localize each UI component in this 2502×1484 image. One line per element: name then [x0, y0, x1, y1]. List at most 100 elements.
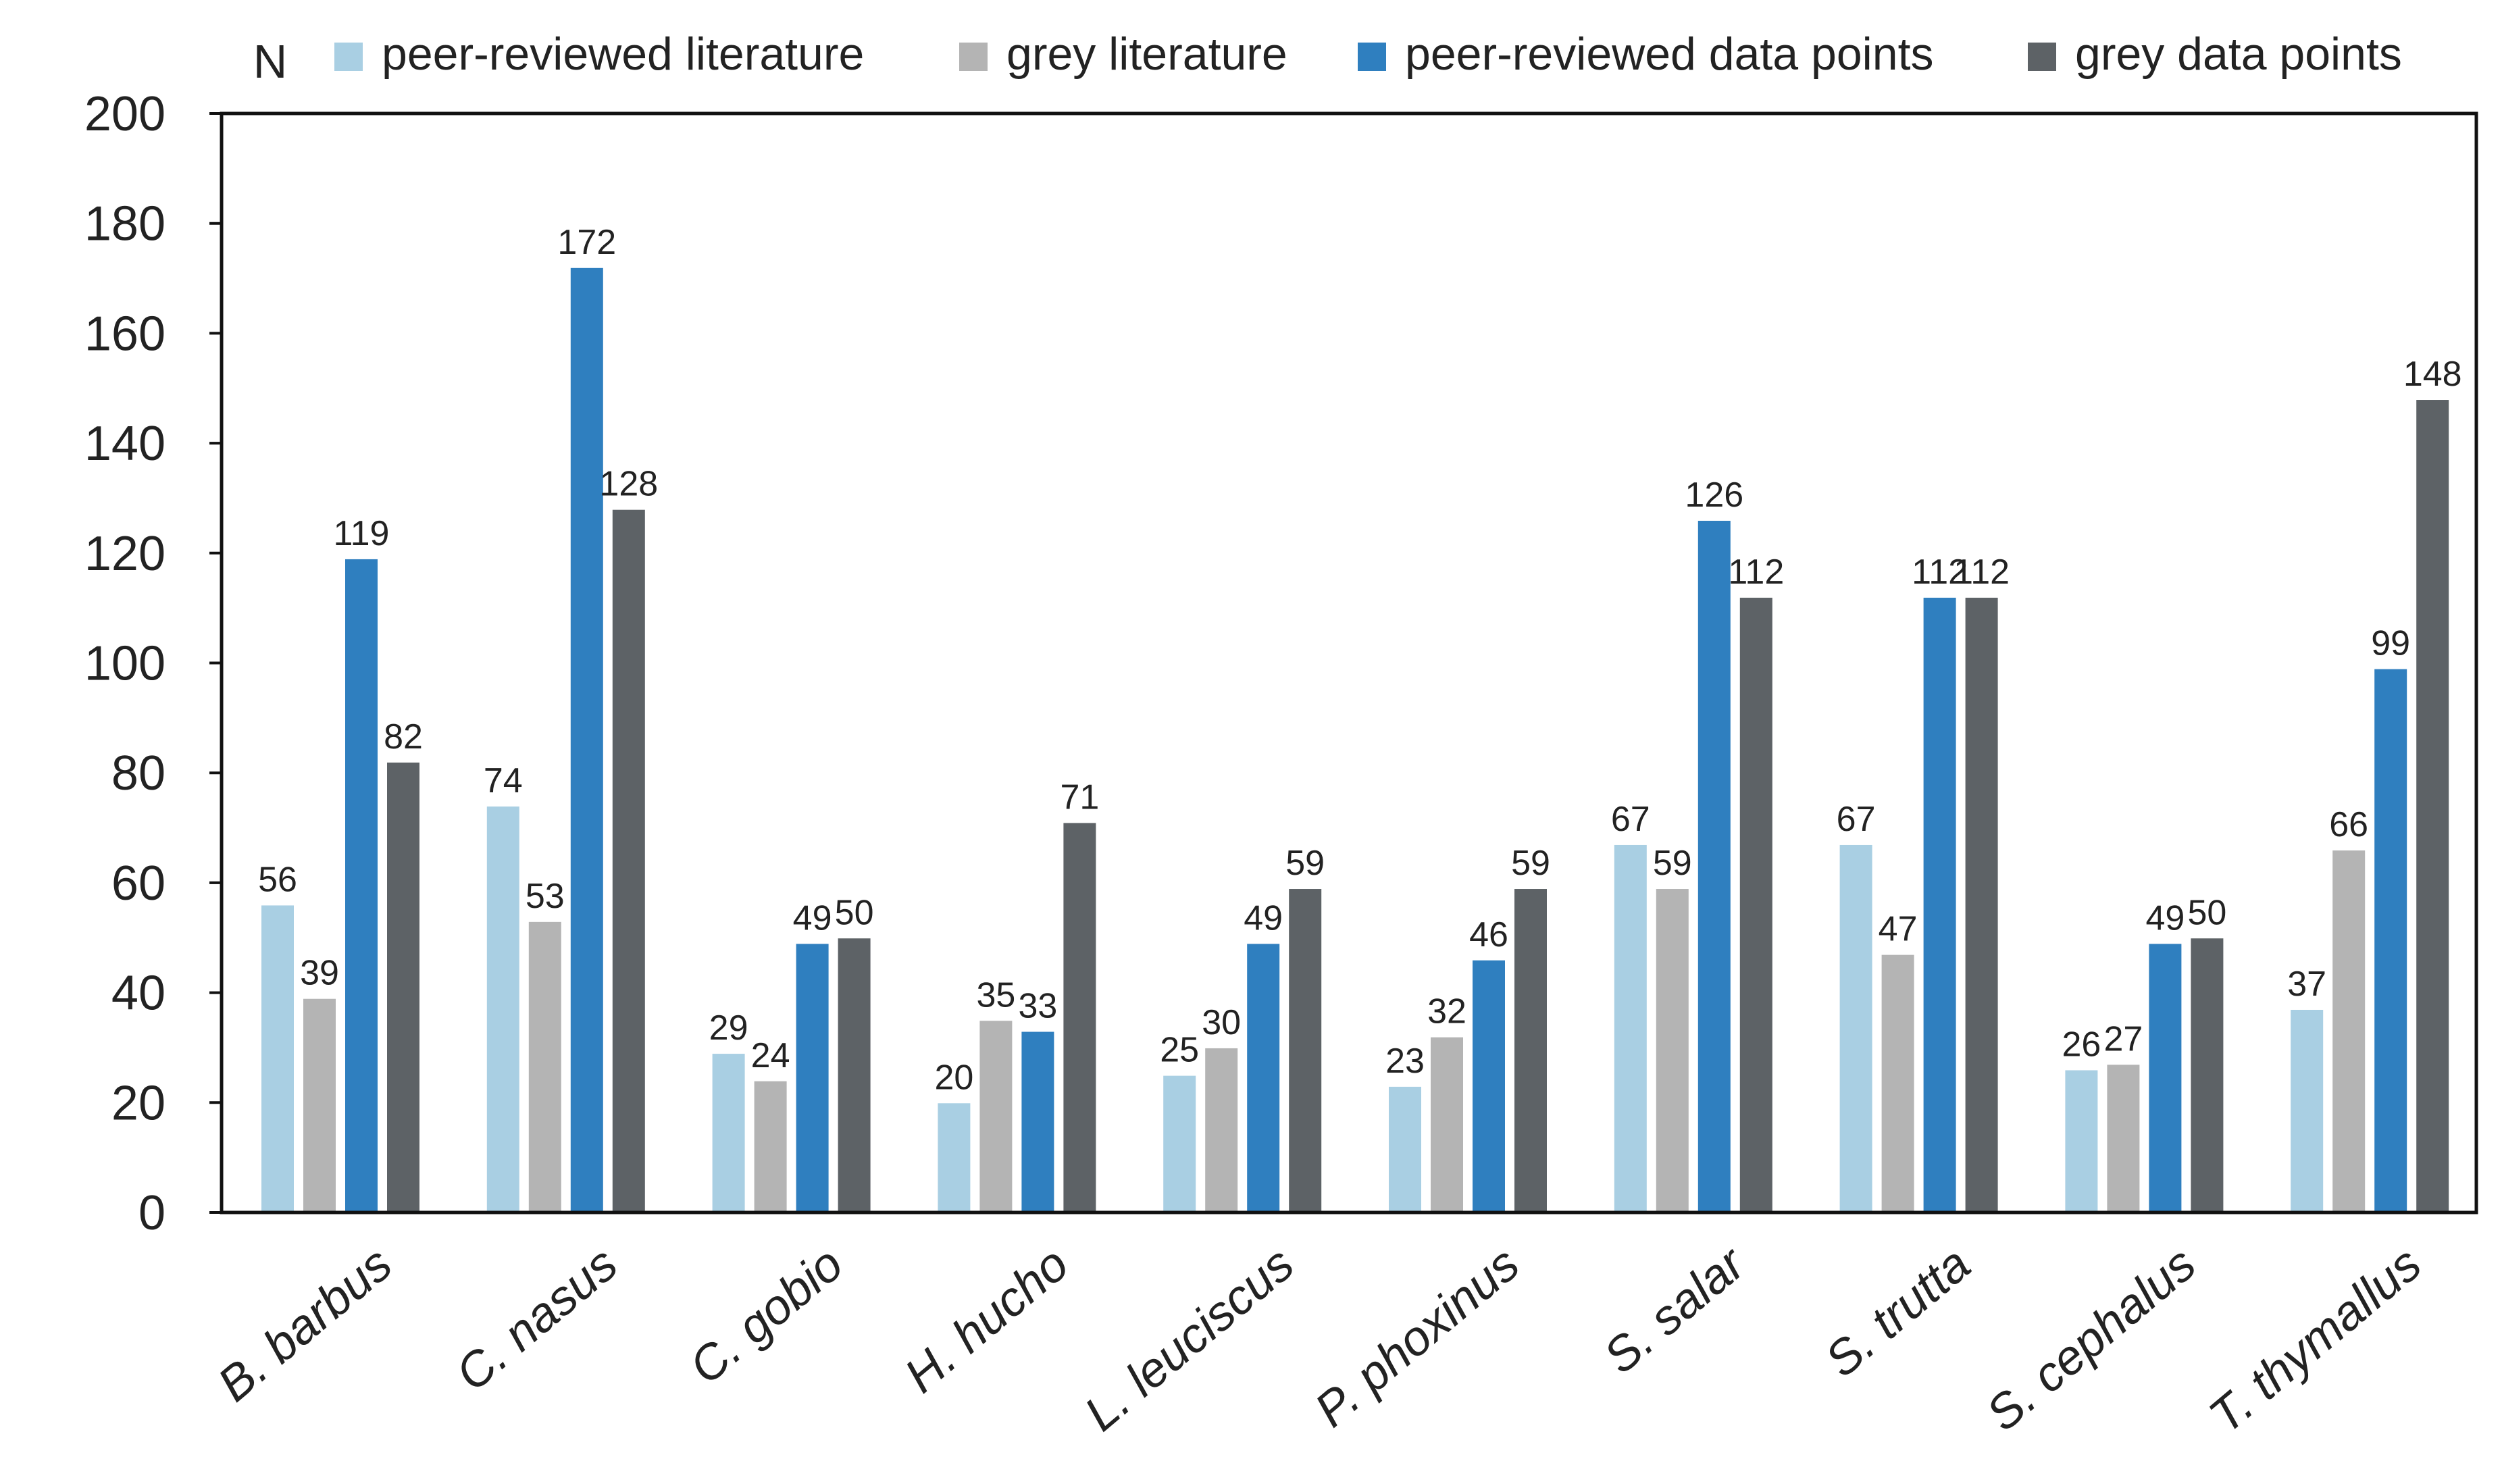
bar-peer-reviewed-literature-c-gobio: [711, 1052, 746, 1213]
bar-peer-reviewed-data-points-s-trutta: [1922, 596, 1958, 1213]
legend-swatch-peer-reviewed-data-points: [1358, 43, 1386, 71]
bar-peer-reviewed-data-points-c-nasus: [569, 266, 605, 1213]
data-label: 71: [1060, 777, 1099, 817]
data-label: 26: [2062, 1025, 2101, 1064]
data-label: 49: [2145, 898, 2185, 938]
data-label: 33: [1018, 987, 1057, 1026]
data-label: 47: [1879, 910, 1918, 949]
bar-peer-reviewed-data-points-c-gobio: [794, 942, 830, 1213]
bar-peer-reviewed-data-points-s-salar: [1696, 519, 1732, 1213]
bar-grey-data-points-c-gobio: [836, 937, 872, 1213]
data-label: 66: [2329, 805, 2368, 844]
legend-swatch-grey-literature: [959, 43, 988, 71]
y-tick-label: 40: [111, 967, 165, 1021]
y-axis-label: N: [253, 35, 288, 88]
data-label: 35: [976, 975, 1015, 1015]
legend-swatch-peer-reviewed-literature: [334, 43, 363, 71]
data-label: 128: [599, 465, 658, 504]
bar-grey-literature-l-leuciscus: [1204, 1046, 1240, 1213]
legend-label-grey-data-points: grey data points: [2075, 28, 2402, 80]
data-label: 50: [2187, 893, 2226, 932]
bar-grey-data-points-s-cephalus: [2189, 937, 2225, 1213]
data-label: 39: [300, 954, 339, 993]
y-tick-label: 200: [84, 87, 165, 141]
bar-peer-reviewed-data-points-t-thymallus: [2373, 667, 2409, 1213]
data-label: 112: [1954, 553, 2010, 592]
data-label: 59: [1285, 844, 1325, 883]
bar-peer-reviewed-literature-l-leuciscus: [1162, 1074, 1198, 1213]
data-label: 49: [1244, 898, 1283, 938]
bar-grey-data-points-s-salar: [1738, 596, 1774, 1213]
data-label: 126: [1685, 476, 1743, 515]
bar-peer-reviewed-literature-c-nasus: [485, 805, 521, 1213]
bar-grey-data-points-c-nasus: [611, 508, 646, 1213]
legend-label-grey-literature: grey literature: [1006, 28, 1287, 80]
bar-grey-literature-s-trutta: [1880, 953, 1916, 1214]
bar-peer-reviewed-literature-h-hucho: [936, 1102, 972, 1214]
bar-peer-reviewed-literature-p-phoxinus: [1387, 1085, 1423, 1214]
data-label: 67: [1611, 800, 1650, 839]
data-label: 24: [751, 1036, 790, 1075]
data-label: 74: [484, 761, 523, 800]
legend: N peer-reviewed literature grey literatur…: [253, 28, 2402, 88]
bar-grey-data-points-p-phoxinus: [1513, 888, 1548, 1214]
y-tick-label: 120: [84, 527, 165, 581]
data-label: 59: [1653, 844, 1692, 883]
legend-label-peer-reviewed-data-points: peer-reviewed data points: [1405, 28, 1933, 80]
bar-grey-literature-c-gobio: [752, 1079, 788, 1214]
data-label: 20: [934, 1058, 973, 1097]
legend-swatch-grey-data-points: [2028, 43, 2056, 71]
bar-grey-literature-p-phoxinus: [1429, 1035, 1464, 1214]
data-label: 82: [384, 717, 423, 757]
data-label: 49: [793, 898, 832, 938]
data-label: 32: [1427, 992, 1466, 1031]
data-label: 23: [1385, 1042, 1425, 1081]
data-label: 67: [1837, 800, 1876, 839]
bar-peer-reviewed-data-points-p-phoxinus: [1471, 958, 1506, 1214]
data-label: 112: [1912, 553, 1968, 592]
y-axis: 0 20 40 60 80 100 120 140 160 180 200: [84, 87, 222, 1240]
bar-grey-literature-s-cephalus: [2105, 1063, 2141, 1213]
y-tick-label: 80: [111, 746, 165, 800]
y-tick-label: 20: [111, 1076, 165, 1130]
bar-grey-data-points-s-trutta: [1964, 596, 1999, 1213]
data-label: 30: [1202, 1003, 1241, 1042]
bar-grey-literature-t-thymallus: [2331, 849, 2367, 1213]
bar-grey-literature-s-salar: [1654, 888, 1690, 1214]
data-label: 29: [709, 1008, 748, 1048]
y-tick-label: 140: [84, 417, 165, 471]
bar-grey-data-points-b-barbus: [386, 761, 421, 1214]
data-label: 56: [258, 860, 297, 899]
data-label: 27: [2103, 1019, 2143, 1058]
y-tick-label: 60: [111, 856, 165, 911]
data-label: 37: [2287, 965, 2326, 1004]
data-label: 46: [1469, 915, 1508, 954]
bar-peer-reviewed-literature-b-barbus: [260, 904, 295, 1213]
bar-peer-reviewed-literature-t-thymallus: [2289, 1008, 2325, 1213]
y-tick-label: 160: [84, 307, 165, 361]
bar-grey-literature-b-barbus: [302, 997, 337, 1213]
data-label: 53: [526, 877, 565, 916]
bar-peer-reviewed-data-points-s-cephalus: [2147, 942, 2183, 1213]
y-tick-label: 100: [84, 637, 165, 691]
bar-peer-reviewed-literature-s-trutta: [1838, 843, 1874, 1213]
bar-grey-data-points-h-hucho: [1062, 821, 1098, 1214]
legend-label-peer-reviewed-literature: peer-reviewed literature: [382, 28, 864, 80]
data-label: 50: [835, 893, 874, 932]
bar-grey-literature-c-nasus: [527, 920, 563, 1213]
bar-peer-reviewed-data-points-l-leuciscus: [1246, 942, 1281, 1213]
bar-grey-data-points-l-leuciscus: [1287, 888, 1323, 1214]
y-tick-label: 180: [84, 197, 165, 251]
data-label: 59: [1511, 844, 1550, 883]
bar-grey-data-points-t-thymallus: [2415, 399, 2451, 1213]
bar-peer-reviewed-literature-s-cephalus: [2064, 1069, 2099, 1213]
data-label: 172: [557, 223, 616, 262]
data-label: 112: [1728, 553, 1784, 592]
y-tick-label: 0: [138, 1186, 165, 1240]
data-label: 119: [334, 514, 390, 553]
bar-peer-reviewed-literature-s-salar: [1612, 843, 1648, 1213]
